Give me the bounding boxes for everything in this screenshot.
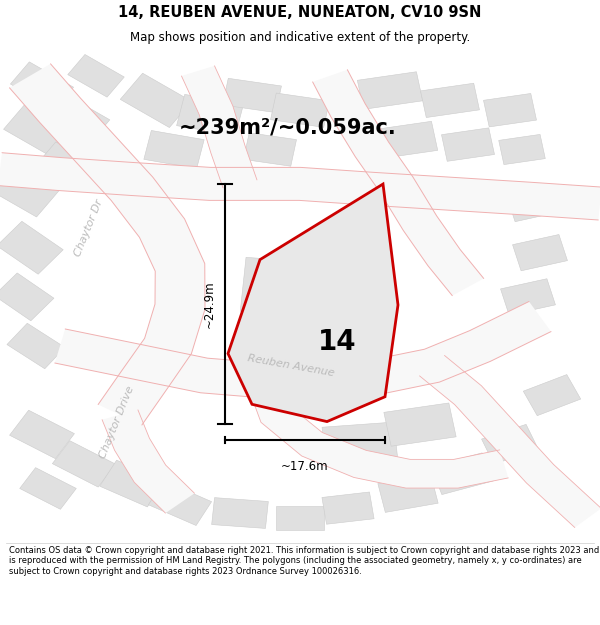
Polygon shape: [240, 258, 324, 317]
Text: Chaytor Drive: Chaytor Drive: [98, 384, 136, 460]
Polygon shape: [102, 410, 194, 513]
Polygon shape: [500, 279, 556, 315]
Polygon shape: [271, 93, 329, 128]
Polygon shape: [442, 128, 494, 161]
Polygon shape: [212, 498, 268, 528]
Polygon shape: [313, 70, 484, 296]
Text: ~239m²/~0.059ac.: ~239m²/~0.059ac.: [179, 118, 397, 138]
Polygon shape: [512, 234, 568, 271]
Polygon shape: [0, 152, 600, 220]
Polygon shape: [506, 186, 562, 222]
Polygon shape: [322, 492, 374, 524]
Polygon shape: [4, 105, 68, 154]
Polygon shape: [223, 78, 281, 112]
Polygon shape: [0, 221, 63, 274]
Text: ~17.6m: ~17.6m: [281, 459, 329, 472]
Polygon shape: [228, 184, 398, 422]
Polygon shape: [0, 161, 61, 217]
Polygon shape: [358, 72, 422, 109]
Polygon shape: [10, 410, 74, 459]
Polygon shape: [421, 83, 479, 118]
Polygon shape: [431, 453, 493, 494]
Polygon shape: [100, 460, 164, 507]
Polygon shape: [7, 323, 65, 369]
Text: 14: 14: [317, 328, 356, 356]
Polygon shape: [276, 506, 324, 530]
Polygon shape: [0, 273, 54, 321]
Polygon shape: [322, 422, 398, 466]
Text: Map shows position and indicative extent of the property.: Map shows position and indicative extent…: [130, 31, 470, 44]
Polygon shape: [499, 134, 545, 164]
Polygon shape: [244, 132, 296, 166]
Text: Chaytor Dr: Chaytor Dr: [73, 198, 105, 258]
Polygon shape: [55, 301, 551, 398]
Polygon shape: [10, 62, 74, 109]
Polygon shape: [181, 66, 257, 188]
Polygon shape: [20, 468, 76, 509]
Polygon shape: [523, 374, 581, 416]
Polygon shape: [148, 481, 212, 526]
Text: 14, REUBEN AVENUE, NUNEATON, CV10 9SN: 14, REUBEN AVENUE, NUNEATON, CV10 9SN: [118, 5, 482, 20]
Polygon shape: [37, 142, 95, 187]
Text: Contains OS data © Crown copyright and database right 2021. This information is : Contains OS data © Crown copyright and d…: [9, 546, 599, 576]
Polygon shape: [176, 94, 244, 136]
Polygon shape: [419, 356, 600, 528]
Text: ~24.9m: ~24.9m: [203, 280, 216, 328]
Polygon shape: [378, 121, 438, 158]
Polygon shape: [58, 100, 110, 140]
Polygon shape: [10, 64, 205, 425]
Polygon shape: [482, 424, 538, 464]
Polygon shape: [68, 54, 124, 97]
Polygon shape: [120, 73, 192, 127]
Polygon shape: [378, 474, 438, 512]
Polygon shape: [247, 376, 508, 488]
Polygon shape: [384, 403, 456, 446]
Polygon shape: [484, 94, 536, 127]
Polygon shape: [52, 441, 116, 487]
Polygon shape: [144, 131, 204, 169]
Text: Reuben Avenue: Reuben Avenue: [247, 353, 335, 378]
